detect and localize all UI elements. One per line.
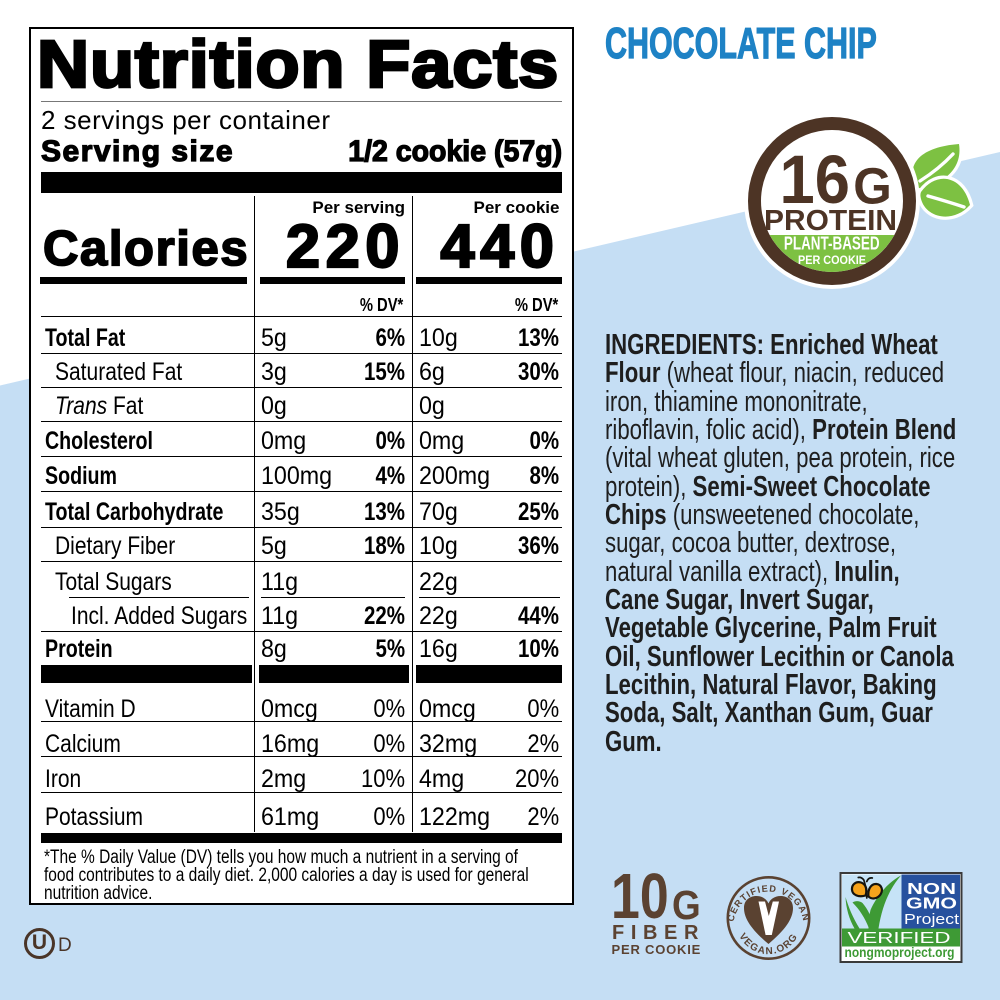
svg-text:PER COOKIE: PER COOKIE: [798, 253, 866, 267]
svg-text:Project: Project: [904, 911, 960, 928]
svg-text:NON: NON: [907, 881, 956, 898]
svg-text:G: G: [853, 158, 892, 215]
svg-text:PLANT-BASED: PLANT-BASED: [784, 234, 880, 254]
svg-text:nongmoproject.org: nongmoproject.org: [845, 945, 955, 960]
svg-text:16: 16: [780, 141, 850, 218]
svg-text:VERIFIED: VERIFIED: [848, 930, 951, 947]
svg-text:GMO: GMO: [906, 896, 957, 913]
svg-text:PROTEIN: PROTEIN: [764, 205, 897, 237]
